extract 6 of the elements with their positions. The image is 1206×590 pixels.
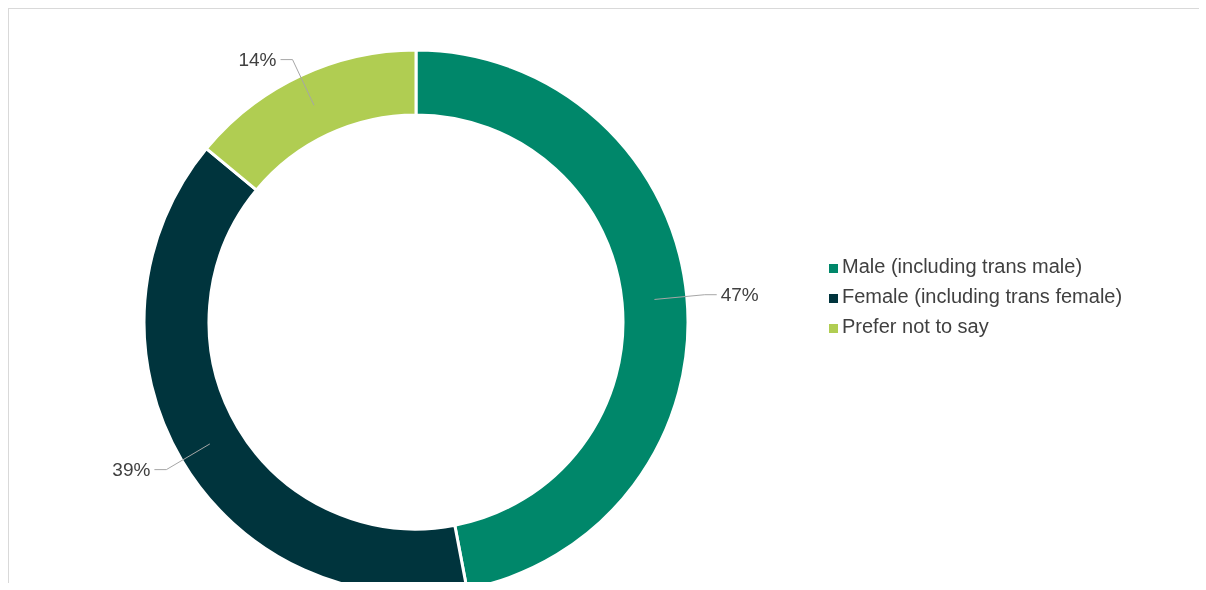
data-label: 14% — [238, 49, 277, 71]
data-label: 47% — [720, 284, 759, 306]
legend-label: Prefer not to say — [842, 314, 989, 337]
data-label: 39% — [112, 459, 151, 481]
legend-label: Female (including trans female) — [842, 284, 1123, 307]
legend-label: Male (including trans male) — [842, 254, 1083, 277]
